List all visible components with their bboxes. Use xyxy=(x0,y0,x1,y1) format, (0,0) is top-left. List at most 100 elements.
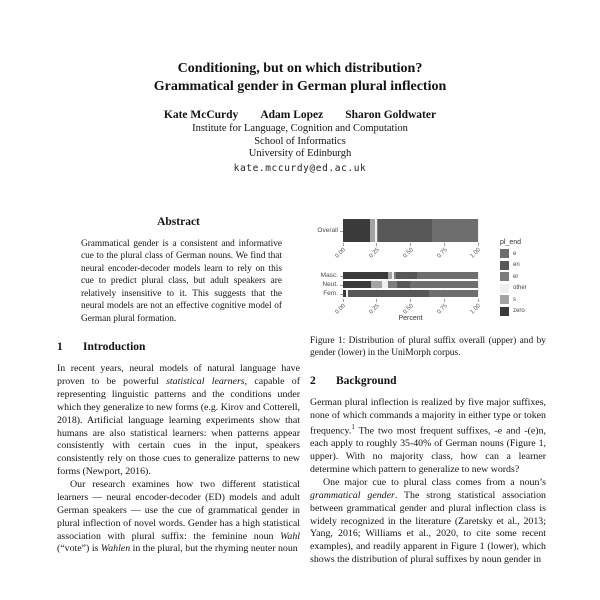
section-number: 2 xyxy=(310,375,316,388)
bar-segment-er xyxy=(347,290,349,297)
bar-segment-other xyxy=(382,281,389,288)
section-heading-background: 2 Background xyxy=(310,375,546,387)
bar-segment-s xyxy=(345,290,347,297)
bar-segment-e xyxy=(432,219,478,242)
legend-swatch-er xyxy=(500,272,509,281)
affiliation-line: School of Informatics xyxy=(254,135,346,147)
y-axis-tick-mark xyxy=(340,284,343,286)
x-axis-tick-mark xyxy=(477,243,479,246)
figure-1-chart: Overall 0.00 0.25 0.50 0.75 1.00 Masc. Neut. Fem… xyxy=(310,205,546,327)
abstract-text: Grammatical gender is a consistent and i… xyxy=(81,239,282,324)
y-axis-tick-mark xyxy=(340,230,343,232)
x-axis-tick-label: 0.25 xyxy=(368,303,381,316)
x-axis-tick-mark xyxy=(376,243,378,246)
section-heading-introduction: 1 Introduction xyxy=(57,341,300,353)
legend-entry: other xyxy=(500,283,527,293)
paragraph: One major cue to plural class comes from… xyxy=(310,476,546,566)
left-column: Abstract Grammatical gender is a consist… xyxy=(57,214,300,600)
legend-title: pl_end xyxy=(500,239,522,246)
affiliation-line: Institute for Language, Cognition and Co… xyxy=(192,122,408,134)
bar-segment-en xyxy=(348,290,430,297)
legend-entry: en xyxy=(500,260,527,270)
legend: pl_end e en er other s zero xyxy=(500,239,527,318)
section-title: Background xyxy=(336,375,397,388)
affiliation-line: University of Edinburgh xyxy=(248,148,352,160)
abstract-heading: Abstract xyxy=(157,216,200,228)
legend-swatch-en xyxy=(500,260,509,270)
bar-segment-zero xyxy=(343,281,372,288)
legend-entry: s xyxy=(500,295,527,304)
bar-segment-er xyxy=(393,272,396,279)
author-name: Sharon Goldwater xyxy=(345,108,437,121)
bar-segment-en xyxy=(378,219,433,242)
legend-label: other xyxy=(513,285,527,291)
chart-row-label: Neut. xyxy=(322,280,338,288)
legend-label: er xyxy=(513,273,519,280)
y-axis-tick-mark xyxy=(340,293,343,295)
section-number: 1 xyxy=(57,341,63,354)
x-axis-tick-label: 1.00 xyxy=(469,247,483,260)
x-axis-tick-label: 0.00 xyxy=(334,247,348,260)
legend-swatch-zero xyxy=(500,306,509,316)
figure-1-caption: Figure 1: Distribution of plural suffix … xyxy=(310,336,546,359)
bar-segment-other xyxy=(391,272,394,279)
paragraph: In recent years, neural models of natura… xyxy=(57,363,300,478)
x-axis-tick-label: 0.25 xyxy=(368,247,381,260)
paper-title: Conditioning, but on which distribution?… xyxy=(0,60,600,96)
gridline xyxy=(477,219,479,242)
x-axis-tick-mark xyxy=(342,299,344,302)
x-axis-tick-label: 0.00 xyxy=(334,303,348,316)
x-axis-label: Percent xyxy=(398,315,423,322)
y-axis-tick-mark xyxy=(340,275,343,277)
bar-segment-er xyxy=(376,219,379,242)
legend-swatch-e xyxy=(500,249,509,258)
x-axis-tick-label: 0.75 xyxy=(435,303,449,316)
section-title: Introduction xyxy=(83,341,146,354)
paragraph: German plural inflection is realized by … xyxy=(310,397,546,476)
bar-segment-s xyxy=(370,219,375,242)
bar-segment-zero xyxy=(343,219,370,242)
x-axis-tick-mark xyxy=(410,299,411,302)
bar-segment-s xyxy=(387,272,392,279)
affiliation: Institute for Language, Cognition and Co… xyxy=(0,123,600,161)
x-axis-tick-mark xyxy=(443,299,445,302)
paper-header: Conditioning, but on which distribution?… xyxy=(0,60,600,174)
paragraph: Our research examines how two different … xyxy=(57,479,300,555)
stacked-bar xyxy=(343,290,478,297)
stacked-bar xyxy=(343,219,478,242)
gridline xyxy=(477,272,479,297)
legend-swatch-other xyxy=(500,283,509,293)
chart-row-label: Overall xyxy=(317,226,338,234)
paper-title-line2: Grammatical gender in German plural infl… xyxy=(153,78,447,94)
bar-segment-en xyxy=(395,272,418,279)
bar-segment-zero xyxy=(343,290,346,297)
contact-email: kate.mccurdy@ed.ac.uk xyxy=(233,163,367,175)
x-axis-tick-mark xyxy=(342,243,344,246)
chart-row-label: Fem. xyxy=(323,289,338,297)
x-axis-tick-label: 0.75 xyxy=(435,247,449,260)
x-axis-tick-mark xyxy=(410,243,411,246)
paper-title-line1: Conditioning, but on which distribution? xyxy=(177,61,423,76)
legend-label: e xyxy=(513,250,517,257)
stacked-bar xyxy=(343,281,478,288)
x-axis-tick-label: 0.50 xyxy=(402,303,415,316)
bar-segment-en xyxy=(396,281,411,288)
x-axis-tick-label: 0.50 xyxy=(402,247,415,260)
right-column: Overall 0.00 0.25 0.50 0.75 1.00 Masc. Neut. Fem… xyxy=(310,205,546,600)
x-axis-tick-mark xyxy=(443,243,445,246)
author-name: Adam Lopez xyxy=(260,108,324,121)
bar-segment-s xyxy=(371,281,383,288)
author-name: Kate McCurdy xyxy=(163,108,239,121)
legend-label: s xyxy=(513,296,516,303)
legend-entry: er xyxy=(500,272,527,281)
stacked-bar xyxy=(343,272,478,279)
x-axis-tick-mark xyxy=(376,299,378,302)
author-list: Kate McCurdy Adam Lopez Sharon Goldwater xyxy=(0,109,600,121)
bar-segment-e xyxy=(429,290,478,297)
bar-segment-er xyxy=(388,281,397,288)
bar-segment-e xyxy=(410,281,478,288)
legend-swatch-s xyxy=(500,295,509,304)
legend-label: en xyxy=(513,262,520,268)
x-axis-tick-label: 1.00 xyxy=(469,303,483,316)
